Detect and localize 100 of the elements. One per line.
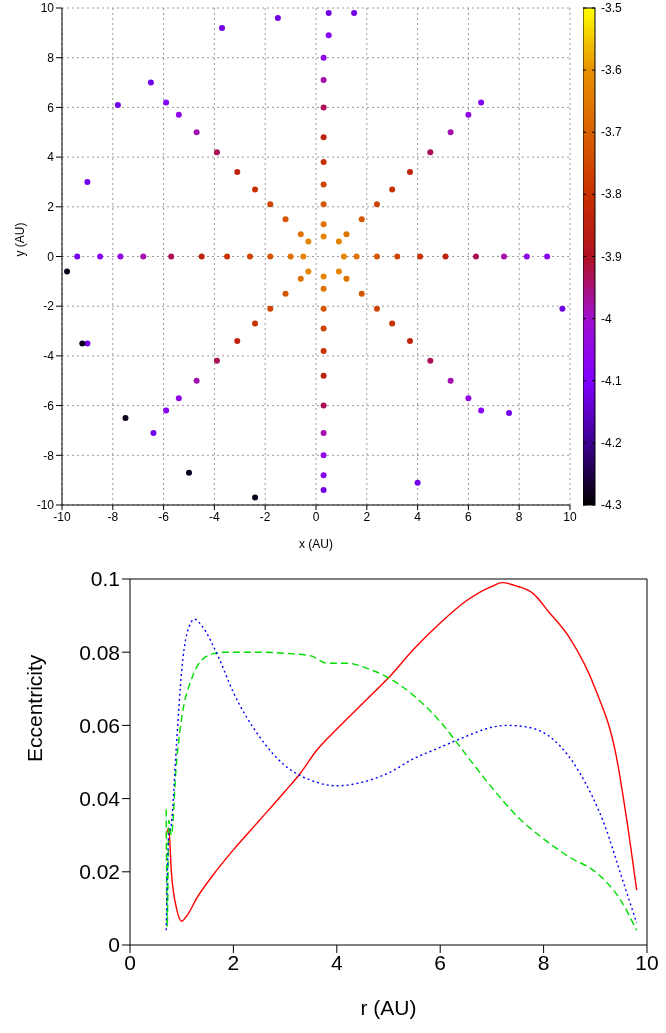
point <box>320 77 327 84</box>
color-bar-label: -3.8 <box>601 187 622 202</box>
point <box>559 305 566 312</box>
x-tick-label: -4 <box>209 509 221 524</box>
x-tick-label: 10 <box>563 509 577 524</box>
y-tick-label: -10 <box>36 498 55 513</box>
x-tick-label: 6 <box>434 950 447 974</box>
point <box>267 305 274 312</box>
point <box>320 104 327 111</box>
y-tick-label: -8 <box>43 448 55 463</box>
point <box>147 79 154 86</box>
y-axis-title: Eccentricity <box>23 654 47 762</box>
point <box>252 186 259 193</box>
point <box>287 253 294 260</box>
point <box>320 54 327 61</box>
point <box>325 32 332 39</box>
point <box>252 494 259 501</box>
point <box>163 407 170 414</box>
point <box>198 253 205 260</box>
y-tick-label: 0.08 <box>79 640 120 664</box>
y-tick-label: 2 <box>47 200 55 215</box>
point <box>267 253 274 260</box>
point <box>320 487 327 494</box>
point <box>320 402 327 409</box>
point <box>389 186 396 193</box>
point <box>500 253 507 260</box>
y-tick-label: 0 <box>47 249 55 264</box>
y-tick-label: -2 <box>43 299 55 314</box>
point <box>544 253 551 260</box>
point <box>447 377 454 384</box>
point <box>297 231 304 238</box>
point <box>282 290 289 297</box>
point <box>219 24 226 31</box>
point <box>320 347 327 354</box>
x-tick-label: 2 <box>363 509 371 524</box>
color-bar-label: -4 <box>601 311 612 326</box>
y-tick-label: -4 <box>43 349 55 364</box>
point <box>320 472 327 479</box>
point <box>282 216 289 223</box>
x-tick-label: 0 <box>124 950 136 974</box>
point <box>297 275 304 282</box>
point <box>320 134 327 141</box>
point <box>320 181 327 188</box>
point <box>373 201 380 208</box>
y-tick-label: 8 <box>47 50 55 65</box>
point <box>213 149 220 156</box>
point <box>320 273 327 280</box>
point <box>175 395 182 402</box>
x-axis-title: r (AU) <box>360 996 417 1019</box>
point <box>267 201 274 208</box>
point <box>122 415 129 422</box>
point <box>394 253 401 260</box>
point <box>335 268 342 275</box>
point <box>343 275 350 282</box>
point <box>523 253 530 260</box>
color-bar-label: -4.3 <box>601 498 622 512</box>
point <box>442 253 449 260</box>
color-bar-label: -4.1 <box>601 373 622 388</box>
point <box>84 178 91 185</box>
point <box>305 238 312 245</box>
point <box>358 216 365 223</box>
point <box>320 429 327 436</box>
point <box>79 340 86 347</box>
x-tick-label: 4 <box>414 509 422 524</box>
point <box>117 253 124 260</box>
color-bar-label: -3.5 <box>601 1 622 15</box>
point <box>406 169 413 176</box>
y-tick-label: -6 <box>43 398 55 413</box>
point <box>224 253 231 260</box>
point <box>478 99 485 106</box>
point <box>414 479 421 486</box>
point <box>406 337 413 344</box>
point <box>325 9 332 16</box>
point <box>447 129 454 136</box>
y-tick-label: 4 <box>47 150 55 165</box>
point <box>64 268 71 275</box>
point <box>114 101 121 108</box>
point <box>150 429 157 436</box>
point <box>343 231 350 238</box>
point <box>373 305 380 312</box>
x-tick-label: -6 <box>158 509 170 524</box>
point <box>335 238 342 245</box>
point <box>163 99 170 106</box>
point <box>320 221 327 228</box>
point <box>320 159 327 166</box>
color-bar-label: -3.7 <box>601 125 622 140</box>
point <box>320 233 327 240</box>
point <box>473 253 480 260</box>
x-tick-label: 6 <box>465 509 473 524</box>
point <box>234 169 241 176</box>
point <box>427 149 434 156</box>
x-tick-label: 8 <box>515 509 523 524</box>
point <box>353 253 360 260</box>
y-tick-label: 0.1 <box>90 567 120 591</box>
point <box>506 410 513 417</box>
point <box>97 253 104 260</box>
point <box>358 290 365 297</box>
point <box>252 320 259 327</box>
point <box>246 253 253 260</box>
x-tick-label: 2 <box>227 950 240 974</box>
